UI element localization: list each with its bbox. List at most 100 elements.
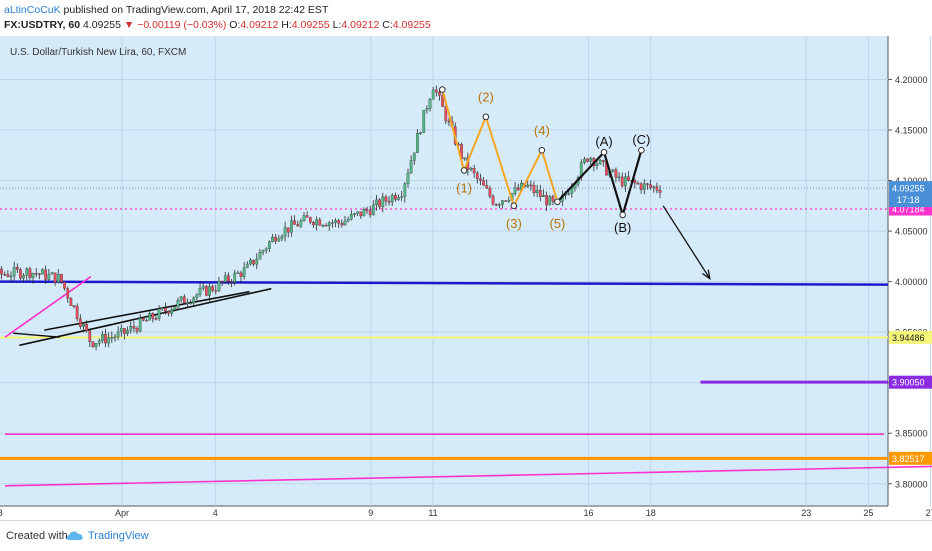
candle-body bbox=[280, 235, 284, 239]
correction-wave-line bbox=[556, 149, 643, 219]
price-chart[interactable]: (1) (2) (3) (4) (5) (A) (B) (C) U.S. Dollar/Tur… bbox=[0, 36, 932, 520]
candle-body bbox=[327, 222, 331, 227]
candle-body bbox=[381, 196, 385, 208]
candle-body bbox=[271, 236, 274, 242]
author-link[interactable]: aLtinCoCuK bbox=[4, 4, 61, 16]
x-tick-label: Apr bbox=[115, 508, 129, 518]
candle-body bbox=[19, 269, 22, 279]
time-axis[interactable] bbox=[0, 506, 932, 520]
plot-area[interactable] bbox=[0, 36, 888, 506]
candle-body bbox=[482, 180, 485, 186]
candle-body bbox=[463, 157, 467, 160]
candle-body bbox=[548, 196, 552, 206]
wave-point-marker bbox=[600, 148, 608, 156]
ohlc-line: FX:USDTRY, 60 4.09255 ▼ −0.00119 (−0.03%… bbox=[4, 19, 431, 31]
tradingview-brand[interactable]: TradingView bbox=[88, 530, 149, 542]
candle-body bbox=[312, 222, 315, 226]
candle-body bbox=[639, 183, 643, 190]
candle-body bbox=[532, 185, 536, 194]
candle-body bbox=[551, 196, 555, 202]
candle-body bbox=[223, 275, 227, 283]
wave-point-marker bbox=[482, 113, 490, 121]
candle-body bbox=[293, 220, 296, 225]
price-value: 4.09255 bbox=[82, 19, 121, 31]
open-value: 4.09212 bbox=[240, 19, 279, 31]
candle-body bbox=[264, 248, 268, 251]
candle-body bbox=[208, 286, 211, 296]
correction-wave-label: (B) bbox=[614, 220, 631, 235]
down-arrow-icon: ▼ bbox=[123, 19, 135, 31]
candle-body bbox=[138, 318, 142, 332]
correction-wave-label: (A) bbox=[595, 134, 612, 149]
candle-body bbox=[15, 267, 19, 270]
candle-body bbox=[378, 199, 381, 208]
price-axis[interactable] bbox=[888, 36, 932, 506]
candle-body bbox=[94, 343, 98, 347]
impulse-wave-label: (1) bbox=[456, 181, 472, 196]
candle-body bbox=[349, 214, 353, 220]
yellow-level-badge bbox=[889, 330, 932, 344]
candle-body bbox=[444, 106, 448, 122]
candle-body bbox=[542, 195, 545, 198]
chart-header: aLtinCoCuK published on TradingView.com,… bbox=[0, 0, 932, 36]
candle-body bbox=[479, 178, 482, 181]
candle-body bbox=[50, 272, 54, 275]
channel-lower-line bbox=[19, 287, 272, 347]
low-label: L: bbox=[332, 19, 342, 31]
candle-body bbox=[308, 217, 312, 223]
candle-body bbox=[646, 183, 649, 185]
candle-body bbox=[416, 133, 419, 153]
candle-body bbox=[245, 263, 249, 268]
annotations bbox=[0, 187, 932, 487]
candle-body bbox=[277, 238, 281, 242]
candle-body bbox=[438, 91, 441, 96]
blue-level-line bbox=[0, 280, 889, 286]
candle-body bbox=[315, 219, 318, 226]
last-price-badge bbox=[889, 181, 932, 208]
channel-upper-line bbox=[44, 290, 250, 331]
candle-body bbox=[91, 341, 95, 347]
candle-body bbox=[434, 89, 438, 93]
candle-body bbox=[494, 204, 498, 206]
candle-body bbox=[400, 196, 404, 198]
candle-body bbox=[296, 224, 300, 227]
candle-body bbox=[290, 220, 293, 233]
candle-body bbox=[189, 302, 192, 304]
candle-body bbox=[145, 320, 148, 322]
candle-body bbox=[211, 286, 214, 291]
axes-labels: 4.200004.150004.100004.050004.000003.950… bbox=[0, 75, 932, 518]
candle-body bbox=[324, 224, 328, 227]
candle-body bbox=[233, 272, 237, 283]
candle-body bbox=[633, 180, 637, 184]
candle-body bbox=[69, 297, 73, 306]
wave-point-marker bbox=[510, 202, 518, 210]
candle-body bbox=[507, 200, 511, 202]
candle-body bbox=[47, 273, 51, 280]
candle-body bbox=[41, 269, 44, 275]
candle-body bbox=[583, 158, 586, 163]
candle-body bbox=[151, 313, 155, 319]
candle-body bbox=[302, 215, 306, 222]
dotted-level-label: 4.07184 bbox=[892, 205, 925, 215]
yellow-level-label: 3.94486 bbox=[892, 333, 925, 343]
candle-body bbox=[624, 176, 627, 187]
candle-body bbox=[627, 176, 630, 181]
candle-body bbox=[365, 209, 369, 211]
candle-body bbox=[12, 267, 16, 277]
candle-body bbox=[170, 309, 174, 314]
candle-body bbox=[258, 252, 262, 260]
candle-body bbox=[148, 313, 151, 321]
candle-body bbox=[409, 160, 413, 174]
candle-body bbox=[34, 273, 38, 275]
candle-body bbox=[611, 169, 615, 172]
candle-body bbox=[617, 176, 621, 179]
high-label: H: bbox=[281, 19, 292, 31]
candle-body bbox=[343, 220, 347, 226]
candle-body bbox=[160, 307, 164, 310]
candle-body bbox=[85, 324, 88, 332]
candle-body bbox=[390, 195, 394, 203]
candle-body bbox=[72, 305, 76, 307]
candle-body bbox=[538, 190, 542, 198]
symbol-label[interactable]: FX:USDTRY, 60 bbox=[4, 19, 81, 31]
candle-body bbox=[129, 326, 133, 331]
